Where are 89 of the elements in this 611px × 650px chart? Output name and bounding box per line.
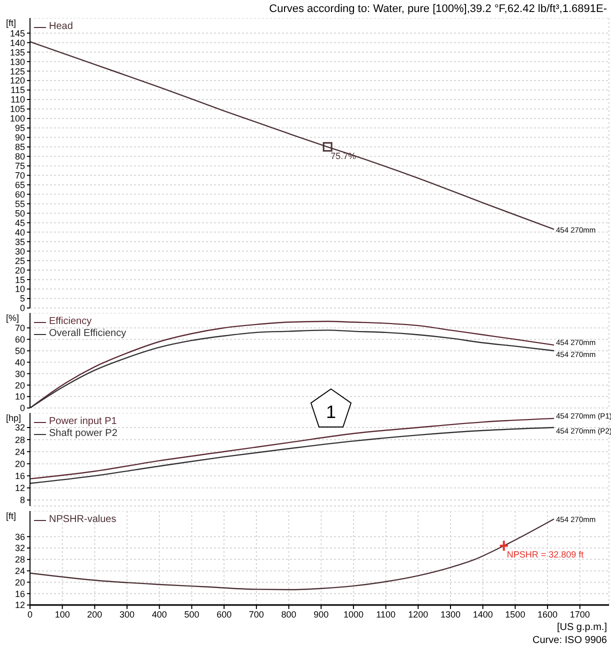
y-tick-label: 16 [14,588,25,599]
annotation: NPSHR = 32.809 ft [506,550,584,560]
x-tick-label: 500 [184,609,200,620]
x-tick-label: 1200 [408,609,428,620]
x-tick-label: 1300 [440,609,461,620]
y-tick-label: 100 [10,114,25,124]
x-tick-label: 300 [120,609,135,620]
y-tick-label: 65 [14,180,25,190]
y-tick-label: 70 [14,170,25,181]
y-tick-label: 125 [10,66,25,76]
y-tick-label: 15 [14,274,25,285]
y-tick-label: 20 [14,265,25,276]
y-tick-label: 50 [14,208,25,218]
y-tick-label: 28 [14,554,25,565]
x-tick-label: 1700 [570,609,590,620]
x-tick-label: 1600 [538,609,558,620]
y-tick-label: 95 [14,123,25,134]
legend-label: Power input P1 [48,416,118,428]
x-tick-label: 700 [248,609,264,620]
x-tick-label: 1100 [376,609,396,620]
y-tick-label: 80 [14,152,25,162]
y-tick-label: 12 [14,483,25,494]
y-tick-label: 0 [20,303,25,314]
y-tick-label: 40 [14,357,25,368]
line-series [30,418,555,480]
chart-title: Curves according to: Water, pure [100%],39.2 °F,62.42 lb/ft³,1.6891E- [268,2,608,17]
x-tick-label: 400 [152,609,167,620]
line-series [30,41,555,230]
y-tick-label: 45 [14,218,25,228]
y-tick-label: 70 [14,323,25,334]
x-axis-title: [US g.p.m.] [556,621,608,634]
y-tick-label: 32 [14,543,25,554]
y-tick-label: 16 [14,471,25,481]
y-tick-label: 60 [14,334,25,345]
x-tick-label: 1500 [505,609,526,620]
x-tick-label: 900 [314,609,329,620]
legend-label: Shaft power P2 [48,428,118,440]
y-tick-label: 130 [10,56,25,67]
annotation: 1 [326,402,336,422]
y-tick-label: 10 [14,284,25,294]
y-tick-label: 30 [14,368,25,379]
x-tick-label: 0 [27,609,33,620]
y-tick-label: 36 [14,532,25,542]
x-tick-label: 100 [54,609,70,620]
y-tick-label: 28 [14,434,25,445]
y-tick-label: 24 [14,446,25,457]
y-tick-label: 55 [14,198,25,209]
y-tick-label: 20 [14,458,25,469]
line-series [30,426,555,484]
y-axis-title: [hp] [6,413,22,423]
y-tick-label: 115 [10,85,25,96]
y-axis-title: [ft] [6,18,16,28]
y-tick-label: 105 [10,104,25,114]
y-tick-label: 24 [14,566,25,576]
x-tick-label: 1400 [472,609,493,620]
pentagon-icon: 1 [310,388,352,428]
y-tick-label: 120 [10,76,25,86]
y-tick-label: 0 [20,403,25,414]
y-tick-label: 90 [14,132,25,143]
y-tick-label: 30 [14,246,25,256]
y-tick-label: 60 [14,189,25,200]
y-tick-label: 40 [14,227,25,238]
y-tick-label: 20 [14,577,25,588]
y-tick-label: 75 [14,161,25,172]
legend-label: NPSHR-values [48,514,116,526]
y-tick-label: 35 [14,236,25,247]
x-tick-label: 200 [87,609,102,620]
y-tick-label: 85 [14,142,25,152]
y-tick-label: 145 [10,28,25,38]
x-tick-label: 1000 [343,609,364,620]
y-tick-label: 110 [10,94,25,105]
y-tick-label: 135 [10,47,25,58]
legend-label: Overall Efficiency [48,328,126,340]
y-tick-label: 20 [14,380,25,390]
x-tick-label: 800 [281,609,296,620]
y-tick-label: 50 [14,346,25,356]
y-tick-label: 32 [14,422,25,433]
x-tick-label: 600 [216,609,232,620]
y-tick-label: 8 [20,495,25,506]
legend-label: Head [48,21,73,33]
y-tick-label: 25 [14,256,25,266]
text: Curve: ISO 9906 [532,634,608,647]
y-tick-label: 5 [20,294,25,304]
y-axis-title: [%] [6,313,20,323]
legend-label: Efficiency [48,316,93,328]
y-tick-label: 140 [10,38,25,48]
y-tick-label: 12 [14,600,25,610]
y-tick-label: 10 [14,392,25,402]
y-axis-title: [ft] [6,511,16,521]
